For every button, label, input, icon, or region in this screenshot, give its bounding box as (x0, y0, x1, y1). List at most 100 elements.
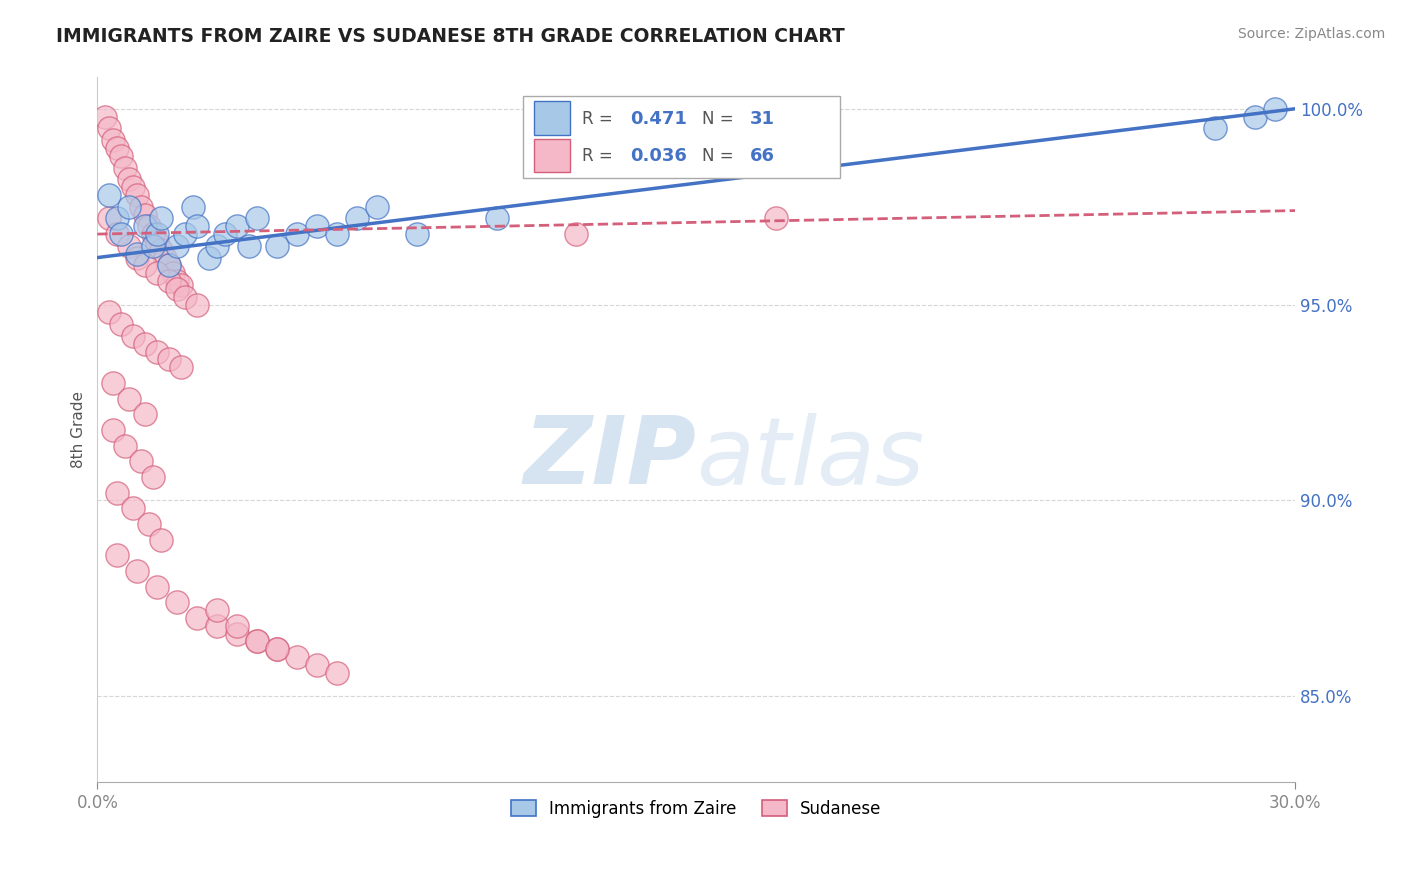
Text: N =: N = (702, 110, 740, 128)
Point (122, 501, 145, 516)
Point (174, 290, 197, 304)
Point (186, 297, 208, 311)
Point (166, 274, 188, 288)
Point (157, 274, 180, 288)
Point (146, 266, 169, 280)
Point (765, 211, 787, 226)
Point (1204, 121, 1226, 136)
Point (110, 317, 132, 331)
Point (305, 657, 328, 672)
Point (114, 161, 136, 175)
Point (118, 200, 141, 214)
Text: 0.471: 0.471 (630, 110, 688, 128)
Point (118, 239, 141, 253)
Point (305, 219, 328, 234)
Point (285, 227, 308, 241)
Point (129, 454, 152, 468)
FancyBboxPatch shape (534, 102, 571, 135)
Point (246, 634, 269, 648)
Point (134, 207, 156, 221)
Point (1244, 110, 1267, 124)
Point (146, 227, 169, 241)
Text: R =: R = (582, 147, 619, 165)
Point (1264, 102, 1286, 116)
FancyBboxPatch shape (534, 138, 571, 172)
Point (166, 239, 188, 253)
Text: ZIP: ZIP (523, 412, 696, 504)
Point (142, 239, 165, 253)
Point (205, 239, 228, 253)
Point (103, 376, 125, 390)
Point (205, 603, 228, 617)
Point (105, 211, 128, 226)
Point (146, 344, 169, 359)
Point (565, 227, 588, 241)
Point (134, 219, 156, 234)
Point (105, 227, 128, 241)
Text: 0.036: 0.036 (630, 147, 688, 165)
Point (266, 642, 288, 657)
Y-axis label: 8th Grade: 8th Grade (72, 392, 86, 468)
Point (105, 548, 128, 562)
FancyBboxPatch shape (523, 96, 839, 178)
Point (94, 110, 117, 124)
Text: Source: ZipAtlas.com: Source: ZipAtlas.com (1237, 27, 1385, 41)
Point (166, 595, 188, 609)
Point (110, 149, 132, 163)
Point (346, 211, 368, 226)
Point (157, 259, 180, 273)
Text: R =: R = (582, 110, 619, 128)
Point (134, 259, 156, 273)
Point (170, 360, 193, 375)
Point (98, 211, 121, 226)
Legend: Immigrants from Zaire, Sudanese: Immigrants from Zaire, Sudanese (505, 794, 889, 825)
Point (155, 251, 177, 265)
Point (366, 200, 388, 214)
Point (266, 239, 288, 253)
Point (142, 470, 165, 484)
Text: IMMIGRANTS FROM ZAIRE VS SUDANESE 8TH GRADE CORRELATION CHART: IMMIGRANTS FROM ZAIRE VS SUDANESE 8TH GR… (56, 27, 845, 45)
Point (150, 533, 173, 547)
Text: atlas: atlas (696, 413, 924, 504)
Point (105, 485, 128, 500)
Point (134, 407, 156, 421)
Point (405, 227, 427, 241)
Point (127, 188, 149, 202)
Point (146, 235, 169, 249)
Point (114, 439, 136, 453)
Point (246, 634, 269, 648)
Point (162, 266, 184, 280)
Point (205, 618, 228, 632)
Point (285, 650, 308, 665)
Text: N =: N = (702, 147, 740, 165)
Point (181, 200, 204, 214)
Point (142, 227, 165, 241)
Point (146, 580, 169, 594)
Point (103, 133, 125, 147)
Point (174, 227, 197, 241)
Point (170, 278, 193, 293)
Point (134, 336, 156, 351)
Point (157, 352, 180, 367)
Point (110, 227, 132, 241)
Point (118, 172, 141, 186)
Point (157, 259, 180, 273)
Point (198, 251, 221, 265)
Point (150, 243, 173, 257)
Point (105, 141, 128, 155)
Point (214, 227, 236, 241)
Point (118, 392, 141, 406)
Point (266, 642, 288, 657)
Point (226, 219, 249, 234)
Point (98, 188, 121, 202)
Point (186, 219, 208, 234)
Point (166, 282, 188, 296)
Point (226, 618, 249, 632)
Point (485, 211, 508, 226)
Point (129, 200, 152, 214)
Text: 66: 66 (749, 147, 775, 165)
Point (122, 329, 145, 343)
Point (226, 626, 249, 640)
Point (238, 239, 260, 253)
Point (246, 211, 269, 226)
